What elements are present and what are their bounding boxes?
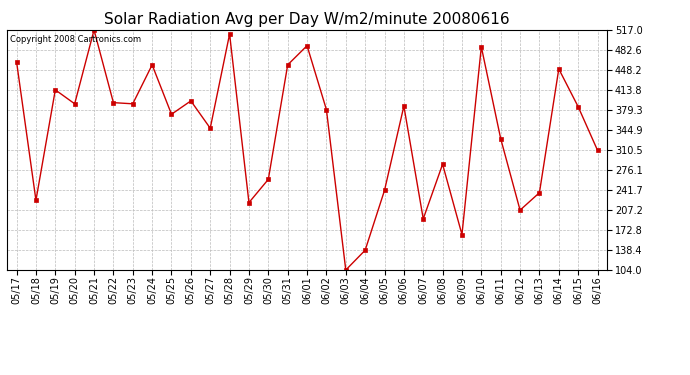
Text: Copyright 2008 Cartronics.com: Copyright 2008 Cartronics.com xyxy=(10,35,141,44)
Title: Solar Radiation Avg per Day W/m2/minute 20080616: Solar Radiation Avg per Day W/m2/minute … xyxy=(104,12,510,27)
